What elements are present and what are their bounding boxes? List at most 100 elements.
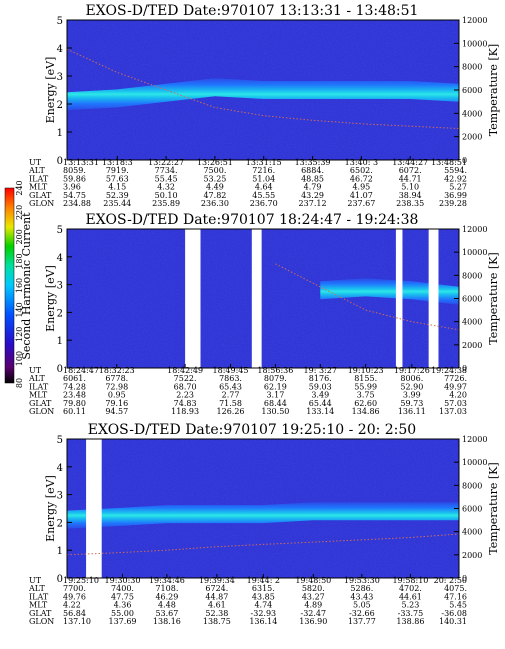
y2-tick-label: 4000 xyxy=(462,109,482,118)
ephemeris-value: 7919. xyxy=(106,166,129,175)
ephemeris-value: 47.16 xyxy=(444,592,467,601)
ephemeris-value: 13:13:31 xyxy=(63,158,99,167)
ephemeris-value: 43.85 xyxy=(252,592,275,601)
ephemeris-value: 7700. xyxy=(63,584,86,593)
panel-1: EXOS-D/TED Date:970107 13:13:31 - 13:48:… xyxy=(28,3,500,208)
ephemeris-value: 23.48 xyxy=(63,391,86,400)
ephemeris-value: -32.93 xyxy=(251,609,277,618)
ephemeris-value: 18:56:36 xyxy=(257,366,293,375)
ephemeris-value: 13:31:15 xyxy=(246,158,282,167)
ephemeris-value: 49.76 xyxy=(63,592,86,601)
y2-tick-label: 0 xyxy=(462,156,467,165)
y-tick-label: 0 xyxy=(57,574,63,585)
y-tick-label: 1 xyxy=(57,128,63,139)
ephemeris-value: 4.61 xyxy=(208,601,226,610)
y2-tick-label: 0 xyxy=(462,574,467,583)
ephemeris-value: 57.03 xyxy=(444,399,467,408)
ephemeris-value: -32.66 xyxy=(349,609,375,618)
ephemeris-value: 19:17:26 xyxy=(394,366,430,375)
ephemeris-value: 136.11 xyxy=(398,407,426,416)
ephemeris-value: 6315. xyxy=(252,584,275,593)
ephemeris-value: 8079. xyxy=(264,374,287,383)
ephemeris-row-label: ALT xyxy=(28,166,45,175)
colorbar-tick-label: 120 xyxy=(15,327,24,342)
y2-tick-label: 8000 xyxy=(462,63,482,72)
ephemeris-row-label: GLAT xyxy=(29,609,52,618)
panel-3: EXOS-D/TED Date:970107 19:25:10 - 20: 2:… xyxy=(28,422,500,626)
colorbar-scale xyxy=(4,187,15,384)
ephemeris-value: 7400. xyxy=(111,584,134,593)
ephemeris-value: 138.16 xyxy=(153,617,181,626)
y-tick-label: 1 xyxy=(57,336,63,347)
data-gap xyxy=(86,439,102,578)
ephemeris-value: 44.61 xyxy=(399,592,422,601)
ephemeris-row-label: ILAT xyxy=(29,592,49,601)
ephemeris-value: 4.89 xyxy=(304,601,322,610)
ephemeris-row-label: GLON xyxy=(29,617,54,626)
ephemeris-value: 45.55 xyxy=(252,191,275,200)
ephemeris-value: 5.45 xyxy=(449,601,467,610)
ephemeris-value: 13:48:51 xyxy=(431,158,467,167)
ephemeris-value: 43.43 xyxy=(350,592,373,601)
y2-axis-label: Temperature [K] xyxy=(487,462,500,554)
ephemeris-value: 68.44 xyxy=(264,399,287,408)
ephemeris-value: 50.10 xyxy=(155,191,178,200)
ephemeris-value: 7726. xyxy=(444,374,467,383)
data-gap xyxy=(251,229,262,368)
ephemeris-value: 54.75 xyxy=(63,191,86,200)
y2-tick-label: 2000 xyxy=(462,341,482,350)
ephemeris-value: 19:58:10 xyxy=(392,576,428,585)
panel-title: EXOS-D/TED Date:970107 13:13:31 - 13:48:… xyxy=(86,3,419,19)
ephemeris-value: 4702. xyxy=(399,584,422,593)
temperature-trace xyxy=(66,533,460,556)
ephemeris-value: 43.27 xyxy=(302,592,325,601)
ephemeris-value: 4.22 xyxy=(63,601,81,610)
ephemeris-value: 53.25 xyxy=(203,174,226,183)
ephemeris-value: 235.44 xyxy=(103,199,131,208)
spectrogram-texture xyxy=(67,229,459,368)
y-tick-label: 3 xyxy=(57,281,63,292)
data-gap xyxy=(428,229,439,368)
ephemeris-value: 47.82 xyxy=(203,191,226,200)
ephemeris-value: 5.05 xyxy=(353,601,371,610)
ephemeris-value: 136.14 xyxy=(249,617,277,626)
y2-tick-label: 10000 xyxy=(462,39,487,48)
ephemeris-value: 4075. xyxy=(444,584,467,593)
ephemeris-value: 74.28 xyxy=(63,382,86,391)
y2-tick-label: 4000 xyxy=(462,318,482,327)
colorbar-tick-label: 200 xyxy=(15,229,24,244)
ephemeris-value: 44.87 xyxy=(205,592,228,601)
ephemeris-row-label: GLON xyxy=(29,407,54,416)
ephemeris-value: 68.70 xyxy=(174,382,197,391)
ephemeris-value: 55.00 xyxy=(111,609,134,618)
ephemeris-value: 47.75 xyxy=(111,592,134,601)
ephemeris-value: 65.43 xyxy=(219,382,242,391)
ephemeris-value: 43.29 xyxy=(301,191,324,200)
ephemeris-value: -33.75 xyxy=(398,609,424,618)
ephemeris-value: 237.12 xyxy=(299,199,327,208)
ephemeris-value: 138.75 xyxy=(203,617,231,626)
ephemeris-value: 13:44:27 xyxy=(392,158,428,167)
ephemeris-value: 42.92 xyxy=(444,174,467,183)
ephemeris-value: 5820. xyxy=(302,584,325,593)
ephemeris-value: 236.30 xyxy=(201,199,229,208)
y2-tick-label: 6000 xyxy=(462,86,482,95)
ephemeris-value: 55.45 xyxy=(155,174,178,183)
y-tick-label: 4 xyxy=(57,253,63,264)
ephemeris-value: 19:39:34 xyxy=(199,576,235,585)
ephemeris-value: 52.38 xyxy=(205,609,228,618)
ephemeris-value: 19:44: 2 xyxy=(247,576,280,585)
ephemeris-value: 48.85 xyxy=(301,174,324,183)
ephemeris-row-label: UT xyxy=(29,158,42,167)
ephemeris-value: 59.86 xyxy=(63,174,86,183)
y-tick-label: 5 xyxy=(57,16,63,27)
ephemeris-value: 59.03 xyxy=(309,382,332,391)
y2-tick-label: 12000 xyxy=(462,435,487,444)
y-tick-label: 0 xyxy=(57,364,63,375)
ephemeris-value: 8176. xyxy=(309,374,332,383)
colorbar-tick-label: 80 xyxy=(15,378,24,388)
y-tick-label: 5 xyxy=(57,435,63,446)
ephemeris-row-label: ALT xyxy=(28,374,45,383)
ephemeris-value: 46.29 xyxy=(155,592,178,601)
